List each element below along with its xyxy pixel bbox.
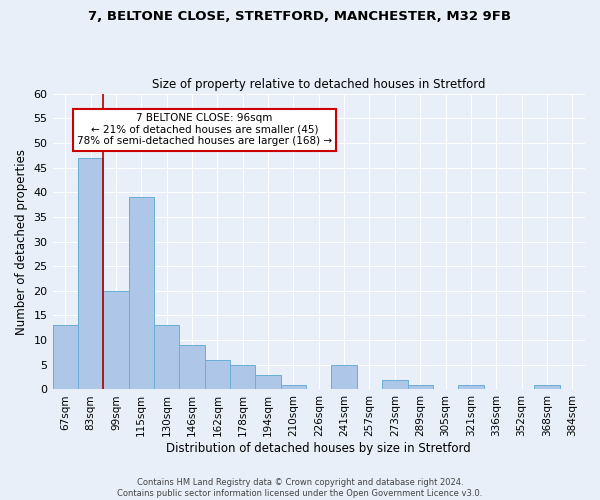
Bar xyxy=(382,380,407,390)
Bar xyxy=(281,384,306,390)
Text: Contains HM Land Registry data © Crown copyright and database right 2024.
Contai: Contains HM Land Registry data © Crown c… xyxy=(118,478,482,498)
Bar xyxy=(179,345,205,390)
Text: 7 BELTONE CLOSE: 96sqm
← 21% of detached houses are smaller (45)
78% of semi-det: 7 BELTONE CLOSE: 96sqm ← 21% of detached… xyxy=(77,114,332,146)
Bar xyxy=(458,384,484,390)
Bar xyxy=(230,365,256,390)
Bar xyxy=(331,365,357,390)
Bar xyxy=(154,326,179,390)
X-axis label: Distribution of detached houses by size in Stretford: Distribution of detached houses by size … xyxy=(166,442,471,455)
Y-axis label: Number of detached properties: Number of detached properties xyxy=(15,148,28,334)
Bar xyxy=(103,291,128,390)
Title: Size of property relative to detached houses in Stretford: Size of property relative to detached ho… xyxy=(152,78,485,91)
Bar xyxy=(53,326,78,390)
Bar xyxy=(407,384,433,390)
Bar xyxy=(534,384,560,390)
Text: 7, BELTONE CLOSE, STRETFORD, MANCHESTER, M32 9FB: 7, BELTONE CLOSE, STRETFORD, MANCHESTER,… xyxy=(89,10,511,23)
Bar xyxy=(205,360,230,390)
Bar xyxy=(128,197,154,390)
Bar xyxy=(256,374,281,390)
Bar xyxy=(78,158,103,390)
